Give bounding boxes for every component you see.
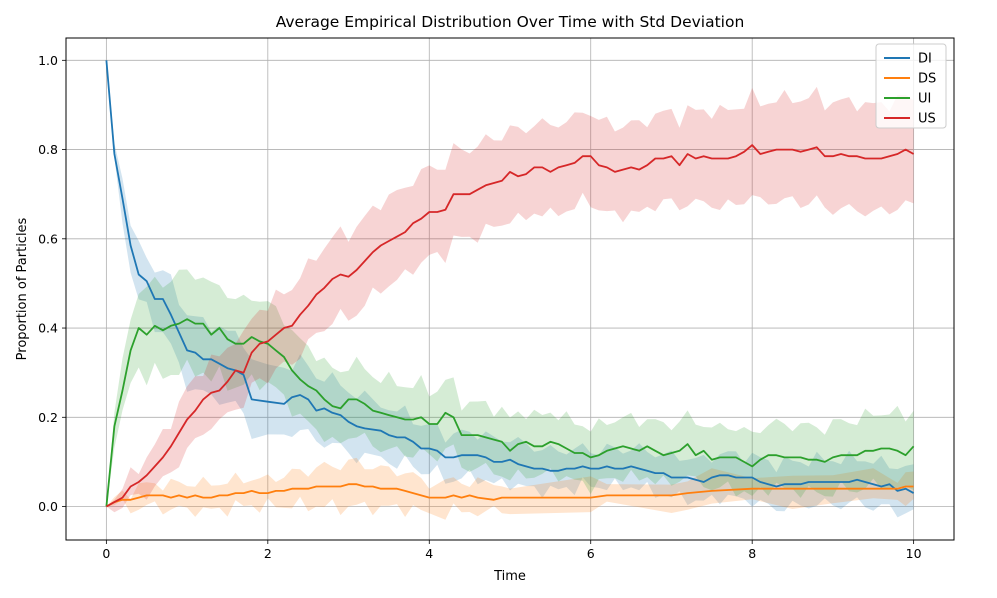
y-tick-label: 0.2 <box>38 410 58 425</box>
chart-title: Average Empirical Distribution Over Time… <box>276 13 745 31</box>
std-band-di <box>106 60 914 518</box>
series-line-ui <box>105 318 915 507</box>
x-tick-label: 2 <box>264 546 272 561</box>
y-tick-label: 0.6 <box>38 231 58 246</box>
x-axis-label: Time <box>493 569 526 584</box>
plot-frame <box>65 37 955 541</box>
std-band-ui <box>106 269 914 507</box>
legend-label-ui: UI <box>918 92 931 107</box>
y-tick-label: 1.0 <box>38 53 58 68</box>
y-tick-label: 0.4 <box>38 321 58 336</box>
y-axis-label: Proportion of Particles <box>15 217 30 360</box>
x-tick-label: 6 <box>587 546 595 561</box>
y-tick-label: 0.8 <box>38 142 58 157</box>
std-band-us <box>106 86 914 513</box>
mean-lines <box>105 60 915 508</box>
legend-box <box>875 43 947 129</box>
series-line-us <box>105 144 915 508</box>
x-tick-label: 4 <box>425 546 433 561</box>
x-tick-label: 0 <box>102 546 110 561</box>
x-axis-ticks: 0 2 4 6 8 10 <box>102 540 922 561</box>
x-tick-label: 10 <box>906 546 922 561</box>
legend-label-di: DI <box>918 52 932 67</box>
x-tick-label: 8 <box>748 546 756 561</box>
legend-label-us: US <box>918 112 936 127</box>
legend: DI DS UI US <box>875 43 947 129</box>
std-bands <box>106 60 914 520</box>
series-line-ds <box>105 483 914 508</box>
legend-label-ds: DS <box>918 72 936 87</box>
y-tick-label: 0.0 <box>38 499 58 514</box>
y-axis-ticks: 0.0 0.2 0.4 0.6 0.8 1.0 <box>38 53 66 514</box>
std-band-ds <box>106 457 914 520</box>
